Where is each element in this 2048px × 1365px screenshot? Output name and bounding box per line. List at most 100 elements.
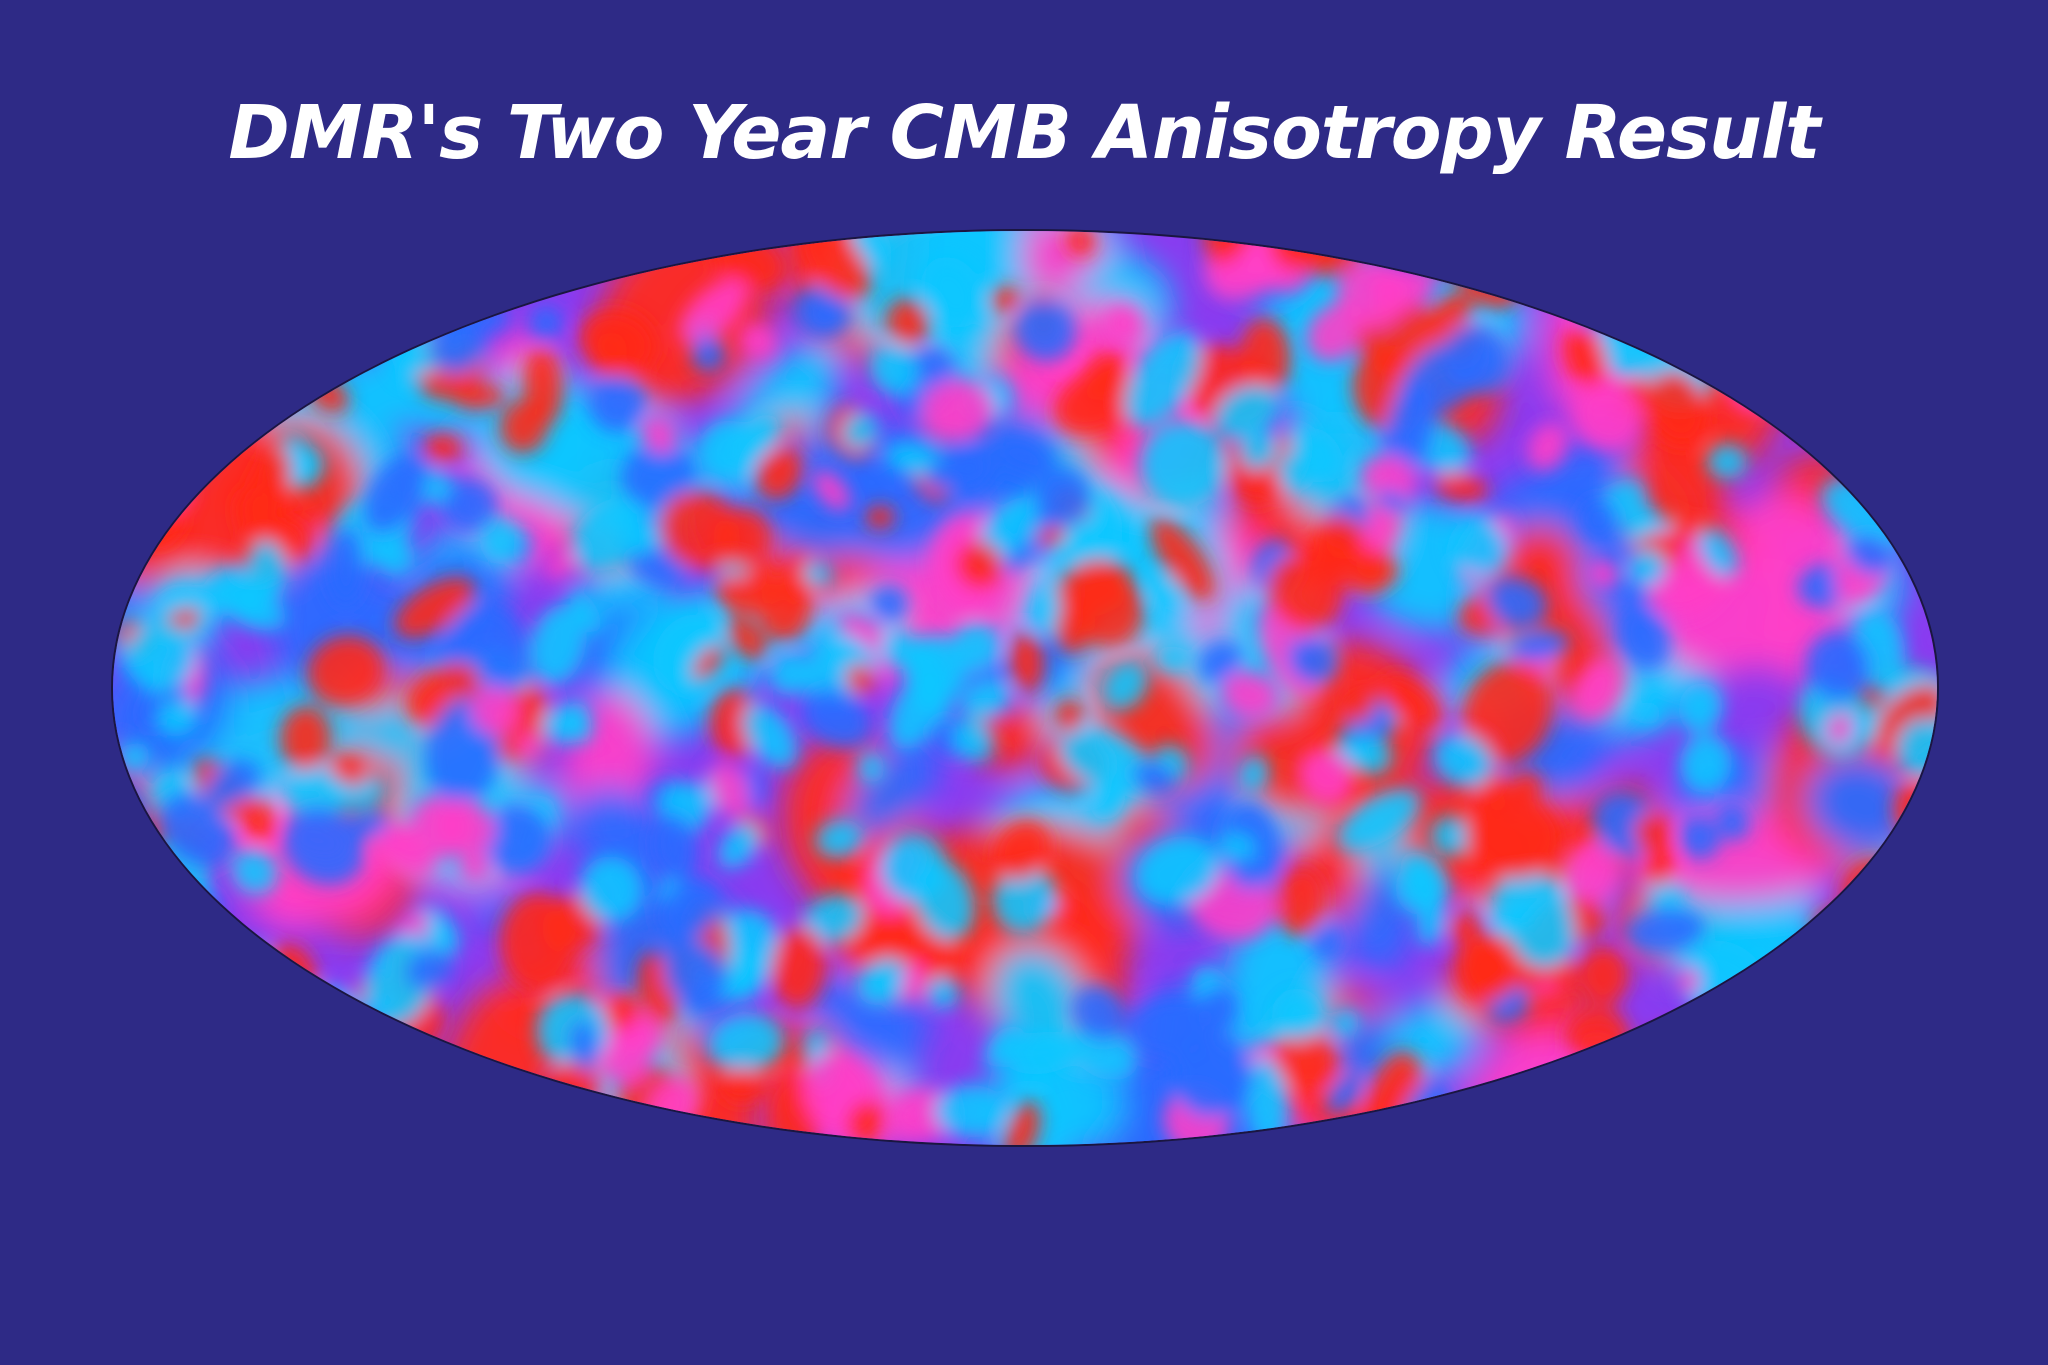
anisotropy-spot xyxy=(1676,966,1700,995)
anisotropy-spot xyxy=(1672,514,1698,546)
anisotropy-spot xyxy=(156,699,199,737)
anisotropy-spot xyxy=(1429,815,1474,857)
anisotropy-spot xyxy=(902,960,926,999)
anisotropy-spot xyxy=(708,1013,785,1073)
anisotropy-spot xyxy=(361,698,426,764)
anisotropy-spot xyxy=(847,1101,885,1144)
anisotropy-spot xyxy=(453,384,505,410)
anisotropy-spot xyxy=(1287,636,1338,685)
anisotropy-spot xyxy=(657,879,720,942)
anisotropy-spot xyxy=(742,703,798,769)
anisotropy-spot xyxy=(621,440,697,511)
anisotropy-spot xyxy=(1395,862,1443,915)
anisotropy-spot xyxy=(802,561,833,588)
anisotropy-spot xyxy=(1706,1003,1753,1036)
anisotropy-spot xyxy=(1311,926,1342,957)
anisotropy-spot xyxy=(1238,755,1269,793)
anisotropy-spot xyxy=(1368,266,1436,310)
anisotropy-spot xyxy=(571,497,648,572)
anisotropy-spot xyxy=(1220,834,1256,861)
anisotropy-spot xyxy=(1273,1030,1337,1091)
anisotropy-spot xyxy=(1562,327,1607,387)
anisotropy-spot xyxy=(1679,733,1733,794)
anisotropy-spot xyxy=(248,448,292,526)
anisotropy-spot xyxy=(1345,689,1376,723)
anisotropy-spot xyxy=(1065,231,1096,256)
anisotropy-spot xyxy=(1806,631,1871,702)
anisotropy-spot xyxy=(921,379,995,440)
anisotropy-spot xyxy=(925,460,946,492)
anisotropy-spot xyxy=(869,344,919,396)
anisotropy-spot xyxy=(1507,771,1543,807)
anisotropy-spot xyxy=(1494,866,1575,969)
anisotropy-spot xyxy=(282,806,365,886)
anisotropy-spot xyxy=(603,993,640,1031)
anisotropy-spot xyxy=(423,433,463,463)
anisotropy-spot xyxy=(125,621,197,692)
anisotropy-spot xyxy=(1198,640,1242,684)
anisotropy-spot xyxy=(570,589,602,633)
anisotropy-spot xyxy=(1632,701,1662,725)
anisotropy-spot xyxy=(274,517,309,561)
anisotropy-spot xyxy=(1803,753,1919,856)
anisotropy-spot xyxy=(1356,548,1399,588)
anisotropy-spot xyxy=(921,256,984,328)
anisotropy-spot xyxy=(1646,1029,1707,1068)
anisotropy-spot xyxy=(1360,455,1417,502)
anisotropy-spot xyxy=(720,1068,763,1103)
anisotropy-spot xyxy=(1717,803,1749,841)
anisotropy-spot xyxy=(1004,1101,1041,1145)
anisotropy-spot xyxy=(678,278,748,346)
anisotropy-spot xyxy=(1070,1025,1137,1081)
anisotropy-spot xyxy=(710,689,759,758)
anisotropy-spot xyxy=(1139,420,1227,508)
anisotropy-spot xyxy=(158,792,234,869)
anisotropy-spot xyxy=(1133,761,1177,795)
anisotropy-spot xyxy=(541,704,590,745)
anisotropy-spot xyxy=(640,415,678,454)
anisotropy-spot xyxy=(1275,866,1326,937)
anisotropy-spot xyxy=(1135,836,1220,906)
anisotropy-spot xyxy=(1579,497,1618,540)
anisotropy-spot xyxy=(801,688,872,748)
anisotropy-spot xyxy=(1101,660,1149,711)
anisotropy-spot xyxy=(846,736,941,840)
anisotropy-spot xyxy=(1214,384,1281,440)
anisotropy-spot xyxy=(960,678,1011,721)
anisotropy-spot xyxy=(798,231,871,300)
anisotropy-spot xyxy=(1442,325,1512,395)
anisotropy-spot xyxy=(530,604,587,686)
anisotropy-spot xyxy=(380,825,434,876)
anisotropy-spot xyxy=(1698,527,1738,578)
anisotropy-spot xyxy=(1628,548,1666,588)
anisotropy-spot xyxy=(660,490,740,571)
anisotropy-spot xyxy=(529,306,563,340)
anisotropy-spot xyxy=(879,833,948,903)
anisotropy-spot xyxy=(1706,443,1748,480)
anisotropy-spot xyxy=(405,949,453,990)
anisotropy-spot xyxy=(1431,291,1475,326)
anisotropy-spot xyxy=(1635,812,1671,855)
anisotropy-spot xyxy=(952,718,994,763)
anisotropy-spot xyxy=(1462,661,1553,765)
anisotropy-spot xyxy=(1895,718,1937,779)
anisotropy-spot xyxy=(812,469,851,512)
anisotropy-spot xyxy=(205,760,260,807)
anisotropy-spot xyxy=(857,957,910,1006)
anisotropy-spot xyxy=(871,585,908,622)
anisotropy-spot xyxy=(838,613,889,652)
anisotropy-spot xyxy=(1124,331,1202,428)
anisotropy-spot xyxy=(1351,736,1393,776)
anisotropy-spot xyxy=(718,822,760,869)
anisotropy-spot xyxy=(815,819,864,858)
sky-map-svg xyxy=(111,229,1939,1147)
anisotropy-spot xyxy=(1571,380,1642,451)
anisotropy-spot xyxy=(394,577,476,639)
anisotropy-spot xyxy=(331,754,368,786)
anisotropy-spot xyxy=(523,347,563,426)
anisotropy-spot xyxy=(801,894,865,945)
anisotropy-spot xyxy=(992,864,1057,934)
anisotropy-spot xyxy=(1220,671,1278,718)
anisotropy-spot xyxy=(990,287,1021,312)
anisotropy-spot xyxy=(362,454,428,534)
